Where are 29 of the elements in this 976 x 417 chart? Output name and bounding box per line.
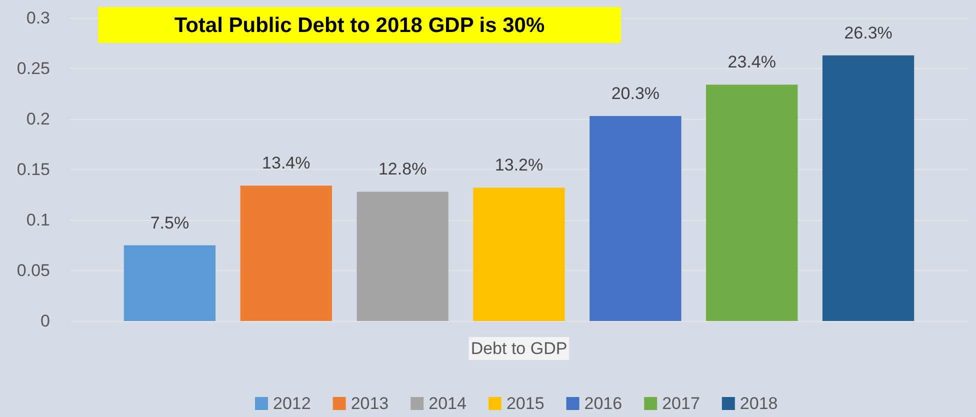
legend-label: 2018 — [740, 394, 778, 413]
legend-label: 2017 — [662, 394, 700, 413]
data-label: 13.2% — [494, 156, 544, 175]
data-label: 12.8% — [378, 160, 427, 179]
bar — [240, 186, 332, 321]
data-label: 26.3% — [844, 23, 892, 42]
legend-label: 2012 — [273, 394, 311, 413]
bar — [590, 116, 682, 321]
bar — [706, 84, 798, 321]
data-label: 13.4% — [262, 154, 310, 173]
bar — [356, 192, 448, 321]
y-tick-label: 0 — [40, 312, 50, 330]
legend-label: 2015 — [506, 394, 544, 413]
legend-label: 2016 — [584, 394, 622, 413]
bar — [822, 55, 914, 321]
bar — [124, 245, 216, 321]
y-tick-label: 0.25 — [16, 59, 50, 78]
y-tick-label: 0.2 — [26, 110, 50, 128]
bar — [473, 188, 565, 321]
data-label: 20.3% — [611, 84, 660, 103]
data-label: 23.4% — [728, 52, 776, 72]
legend-label: 2013 — [350, 394, 389, 413]
legend-label: 2014 — [428, 394, 466, 413]
x-tick-label: Debt to GDP — [470, 339, 568, 358]
y-tick-label: 0.15 — [16, 160, 50, 179]
y-tick-label: 0.1 — [26, 210, 50, 230]
y-tick-label: 0.05 — [16, 261, 50, 280]
y-tick-label: 0.3 — [26, 8, 50, 28]
data-label: 7.5% — [150, 213, 190, 232]
